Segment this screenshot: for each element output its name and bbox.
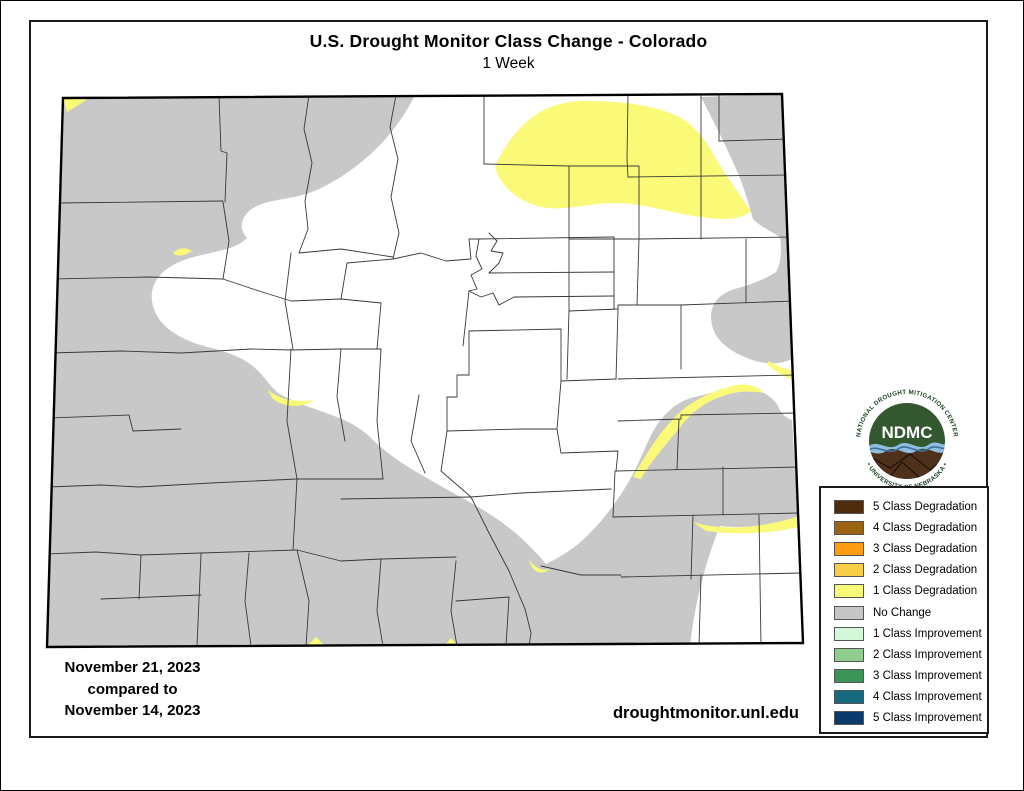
outer-frame	[29, 20, 988, 738]
state-border	[45, 92, 805, 649]
legend-label: 4 Class Improvement	[873, 691, 982, 704]
legend-label: 5 Class Improvement	[873, 712, 982, 725]
legend: 5 Class Degradation 4 Class Degradation …	[819, 486, 989, 734]
date-compared-label: compared to	[87, 680, 178, 698]
legend-row: 1 Class Degradation	[834, 581, 987, 602]
legend-row: 3 Class Degradation	[834, 538, 987, 559]
legend-swatch-4-class-improvement	[834, 690, 864, 705]
legend-label: 4 Class Degradation	[873, 521, 978, 534]
legend-row: 4 Class Improvement	[834, 687, 987, 708]
no-change-region-west-south	[47, 97, 798, 647]
legend-swatch-5-class-degradation	[834, 499, 864, 514]
legend-row: 2 Class Degradation	[834, 560, 987, 581]
title-block: U.S. Drought Monitor Class Change - Colo…	[29, 31, 988, 73]
legend-row: 5 Class Degradation	[834, 496, 987, 517]
legend-swatch-no-change	[834, 605, 864, 620]
ndmc-logo: NDMC NATIONAL DROUGHT MITIGATION CENTER …	[852, 386, 962, 496]
page-title: U.S. Drought Monitor Class Change - Colo…	[309, 31, 708, 51]
legend-label: 2 Class Improvement	[873, 648, 982, 661]
legend-swatch-2-class-degradation	[834, 563, 864, 578]
legend-swatch-2-class-improvement	[834, 647, 864, 662]
legend-swatch-3-class-improvement	[834, 669, 864, 684]
legend-row: 3 Class Improvement	[834, 666, 987, 687]
legend-row: 2 Class Improvement	[834, 644, 987, 665]
page-subtitle: 1 Week	[482, 55, 535, 72]
legend-swatch-1-class-degradation	[834, 584, 864, 599]
legend-swatch-3-class-degradation	[834, 541, 864, 556]
date-previous: November 14, 2023	[64, 702, 201, 719]
logo-acronym: NDMC	[882, 423, 933, 442]
legend-label: 1 Class Degradation	[873, 585, 978, 598]
legend-row: 1 Class Improvement	[834, 623, 987, 644]
website-url: droughtmonitor.unl.edu	[612, 704, 799, 722]
date-current: November 21, 2023	[64, 659, 201, 676]
legend-label: 2 Class Degradation	[873, 564, 978, 577]
legend-label: 5 Class Degradation	[873, 500, 978, 513]
legend-swatch-4-class-degradation	[834, 520, 864, 535]
legend-label: 3 Class Degradation	[873, 542, 978, 555]
legend-label: 3 Class Improvement	[873, 670, 982, 683]
legend-row: 5 Class Improvement	[834, 708, 987, 729]
legend-row: 4 Class Degradation	[834, 517, 987, 538]
legend-label: 1 Class Improvement	[873, 627, 982, 640]
one-class-degradation-regions	[63, 98, 802, 646]
legend-row: No Change	[834, 602, 987, 623]
legend-swatch-1-class-improvement	[834, 626, 864, 641]
legend-swatch-5-class-improvement	[834, 711, 864, 726]
county-boundaries	[47, 94, 802, 647]
no-change-region-northeast	[701, 94, 792, 364]
comparison-dates: November 21, 2023 compared to November 1…	[35, 657, 230, 722]
legend-label: No Change	[873, 606, 932, 619]
